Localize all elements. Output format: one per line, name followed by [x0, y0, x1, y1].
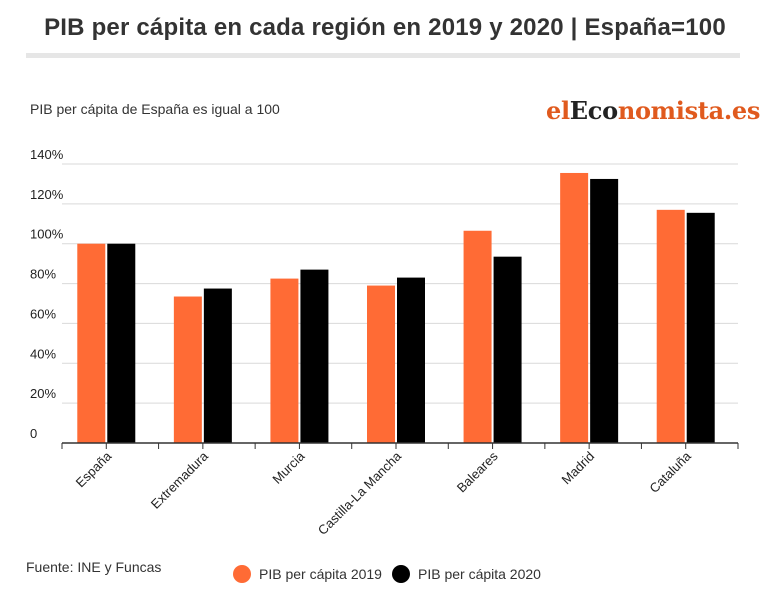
y-tick-label: 140%: [30, 147, 64, 162]
bar-2020: [300, 269, 329, 443]
legend-item-2019: PIB per cápita 2019: [233, 565, 382, 583]
chart-title: PIB per cápita en cada región en 2019 y …: [44, 14, 726, 41]
x-category-label: Cataluña: [646, 448, 694, 496]
bar-2020: [107, 243, 136, 443]
title-divider: [26, 53, 740, 58]
bar-2020: [203, 288, 232, 443]
chart-subtitle: PIB per cápita de España es igual a 100: [30, 101, 280, 117]
bar-2019: [367, 285, 395, 443]
bar-2019: [463, 230, 492, 443]
logo-part-eco: Eco: [569, 96, 618, 125]
eleconomista-logo: elEconomista.es: [546, 96, 760, 125]
logo-part-rest: nomista.es: [617, 96, 761, 125]
bar-2019: [560, 172, 589, 444]
x-category-label: España: [73, 448, 115, 490]
source-note: Fuente: INE y Funcas: [26, 559, 162, 575]
x-category-label: Madrid: [559, 449, 598, 488]
bar-2020: [686, 212, 715, 443]
bar-2020: [590, 178, 619, 444]
legend-label-2020: PIB per cápita 2020: [417, 566, 541, 582]
legend-item-2020: PIB per cápita 2020: [391, 565, 541, 583]
bar-2019: [173, 296, 202, 443]
legend-swatch-2020: [391, 565, 410, 583]
bars: [77, 172, 715, 444]
y-tick-label: 20%: [30, 386, 56, 401]
axes: [61, 442, 739, 449]
x-category-label: Baleares: [454, 448, 501, 495]
logo-part-el: el: [546, 96, 570, 125]
bar-2019: [270, 278, 299, 443]
x-category-label: Murcia: [269, 448, 308, 487]
x-category-label: Castilla-La Mancha: [315, 448, 405, 538]
y-tick-label: 80%: [30, 267, 56, 282]
y-tick-label: 100%: [30, 227, 64, 242]
legend-swatch-2019: [233, 565, 251, 583]
legend: PIB per cápita 2019 PIB per cápita 2020: [233, 565, 551, 583]
y-tick-label: 40%: [30, 346, 56, 361]
bar-2019: [656, 209, 685, 443]
y-tick-label: 120%: [30, 187, 64, 202]
y-tick-label: 60%: [30, 306, 56, 321]
bar-2020: [493, 256, 522, 443]
x-category-label: Extremadura: [148, 448, 212, 512]
y-tick-label: 0: [30, 426, 37, 441]
bar-2020: [397, 277, 425, 443]
legend-label-2019: PIB per cápita 2019: [259, 566, 382, 582]
bar-2019: [77, 243, 106, 443]
